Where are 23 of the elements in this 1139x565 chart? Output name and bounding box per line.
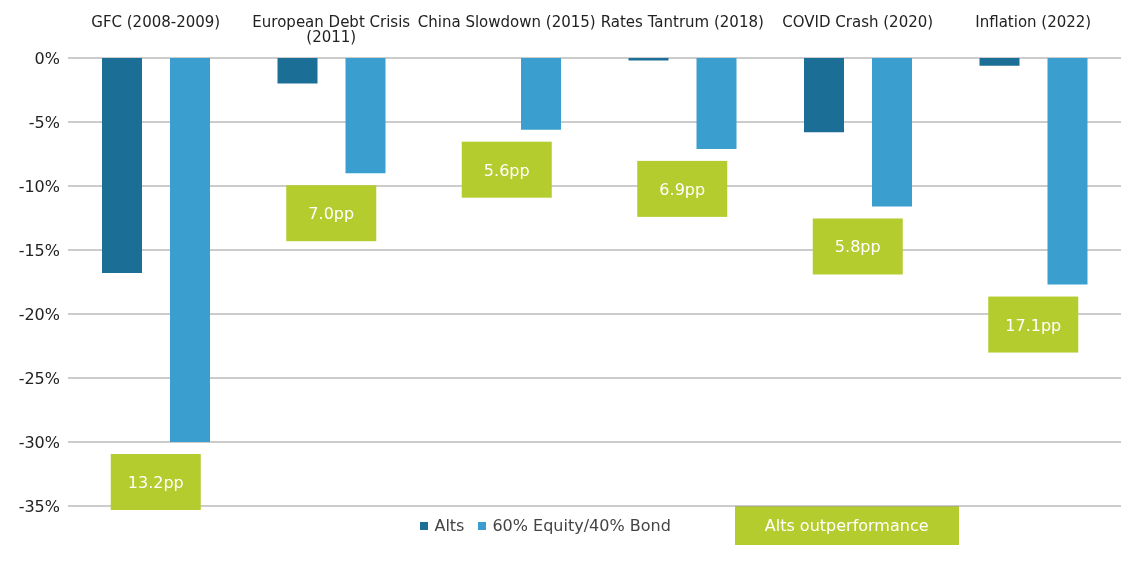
y-tick-label: -20% [18,304,60,324]
y-tick-label: -15% [18,240,60,260]
annotation: 6.9pp [659,179,706,199]
y-tick-label: 0% [34,48,60,68]
x-tick-label: Rates Tantrum (2018) [600,12,764,31]
y-tick-label: -5% [28,112,60,132]
annotation: 13.2pp [127,473,184,492]
x-tick-label: Inflation (2022) [975,12,1092,31]
annotation: 5.6pp [483,160,530,180]
y-tick-label: -30% [18,432,60,452]
x-tick-label: COVID Crash (2020) [782,12,934,31]
x-tick-label: China Slowdown (2015) [417,12,596,31]
legend-label: Alts [434,516,465,535]
legend-label: 60% Equity/40% Bond [492,516,671,535]
y-tick-label: -10% [18,176,60,196]
x-tick-label: European Debt Crisis (2011) [252,12,411,46]
y-tick-label: -35% [18,496,60,516]
annotation: 17.1pp [1005,315,1062,335]
annotation: 7.0pp [308,204,355,224]
text: Alts outperformance [734,506,959,545]
annotation: 5.8pp [834,237,881,257]
x-tick-label: GFC (2008-2009) [91,12,221,31]
y-tick-label: -25% [18,368,60,388]
